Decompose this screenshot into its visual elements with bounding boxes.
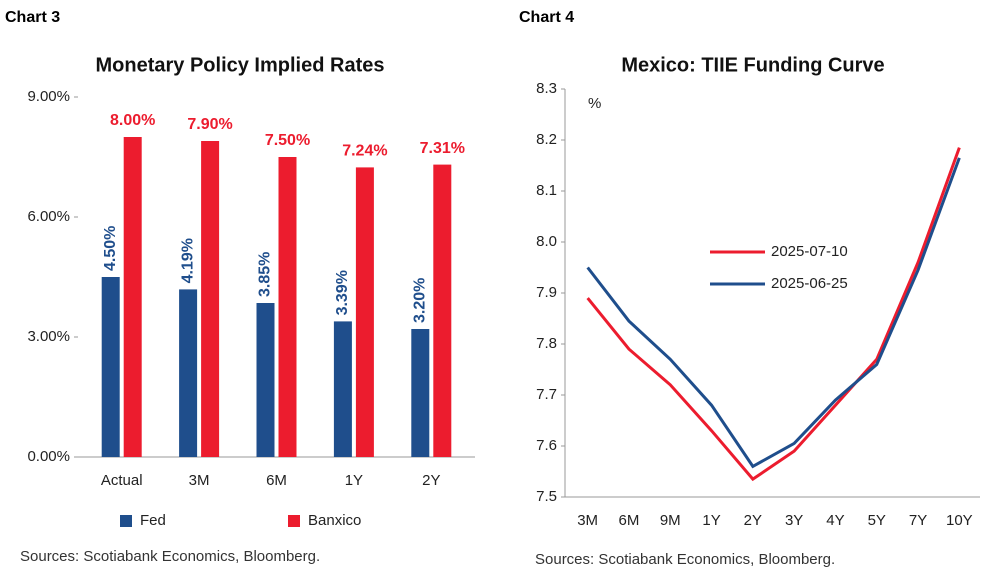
data-label: 7.90% (187, 116, 232, 133)
y-tick-label: 7.8 (536, 335, 557, 352)
x-tick-label: 10Y (946, 512, 973, 529)
data-label: 4.50% (102, 226, 119, 271)
y-axis-label: % (588, 95, 601, 112)
y-tick-label: 8.1 (536, 182, 557, 199)
source-note: Sources: Scotiabank Economics, Bloomberg… (535, 551, 835, 568)
x-tick-label: 3Y (785, 512, 803, 529)
y-tick-label: 9.00% (27, 88, 70, 105)
bar (179, 289, 198, 457)
legend-label: 2025-07-10 (771, 243, 848, 260)
data-label: 3.39% (334, 270, 351, 315)
x-tick-label: 6M (266, 472, 287, 489)
y-tick-label: 7.7 (536, 386, 557, 403)
data-label: 7.50% (265, 132, 310, 149)
chart-header: Chart 3 (5, 9, 60, 26)
bar (433, 164, 452, 457)
x-tick-label: Actual (101, 472, 143, 489)
bar (333, 321, 352, 457)
data-label: 3.85% (257, 252, 274, 297)
source-note: Sources: Scotiabank Economics, Bloomberg… (20, 548, 320, 565)
bar (201, 141, 220, 457)
y-tick-label: 7.9 (536, 284, 557, 301)
chart-title: Monetary Policy Implied Rates (96, 54, 385, 76)
legend-label: Fed (140, 512, 166, 529)
x-tick-label: 6M (619, 512, 640, 529)
y-tick-label: 6.00% (27, 208, 70, 225)
x-tick-label: 5Y (868, 512, 886, 529)
bar (355, 167, 374, 457)
data-label: 8.00% (110, 112, 155, 129)
bar (123, 137, 142, 457)
legend-swatch (120, 515, 132, 527)
x-tick-label: 1Y (702, 512, 720, 529)
x-tick-label: 3M (189, 472, 210, 489)
bar (256, 303, 275, 457)
x-tick-label: 1Y (345, 472, 363, 489)
line-series (586, 147, 961, 482)
chart-header: Chart 4 (519, 9, 574, 26)
y-tick-label: 3.00% (27, 328, 70, 345)
line-series (586, 157, 961, 469)
y-tick-label: 8.0 (536, 233, 557, 250)
y-tick-label: 7.6 (536, 437, 557, 454)
x-tick-label: 4Y (826, 512, 844, 529)
data-label: 4.19% (179, 238, 196, 283)
y-tick-label: 0.00% (27, 448, 70, 465)
legend-label: Banxico (308, 512, 361, 529)
bar (278, 157, 297, 457)
x-tick-label: 7Y (909, 512, 927, 529)
x-tick-label: 2Y (422, 472, 440, 489)
bar (101, 277, 120, 457)
x-tick-label: 2Y (744, 512, 762, 529)
data-label: 3.20% (412, 278, 429, 323)
chart-title: Mexico: TIIE Funding Curve (621, 54, 884, 76)
legend-label: 2025-06-25 (771, 275, 848, 292)
legend-swatch (288, 515, 300, 527)
bar (411, 329, 430, 457)
y-tick-label: 8.3 (536, 80, 557, 97)
x-tick-label: 3M (577, 512, 598, 529)
data-label: 7.31% (420, 140, 465, 157)
x-tick-label: 9M (660, 512, 681, 529)
data-label: 7.24% (342, 143, 387, 160)
y-tick-label: 7.5 (536, 488, 557, 505)
y-tick-label: 8.2 (536, 131, 557, 148)
